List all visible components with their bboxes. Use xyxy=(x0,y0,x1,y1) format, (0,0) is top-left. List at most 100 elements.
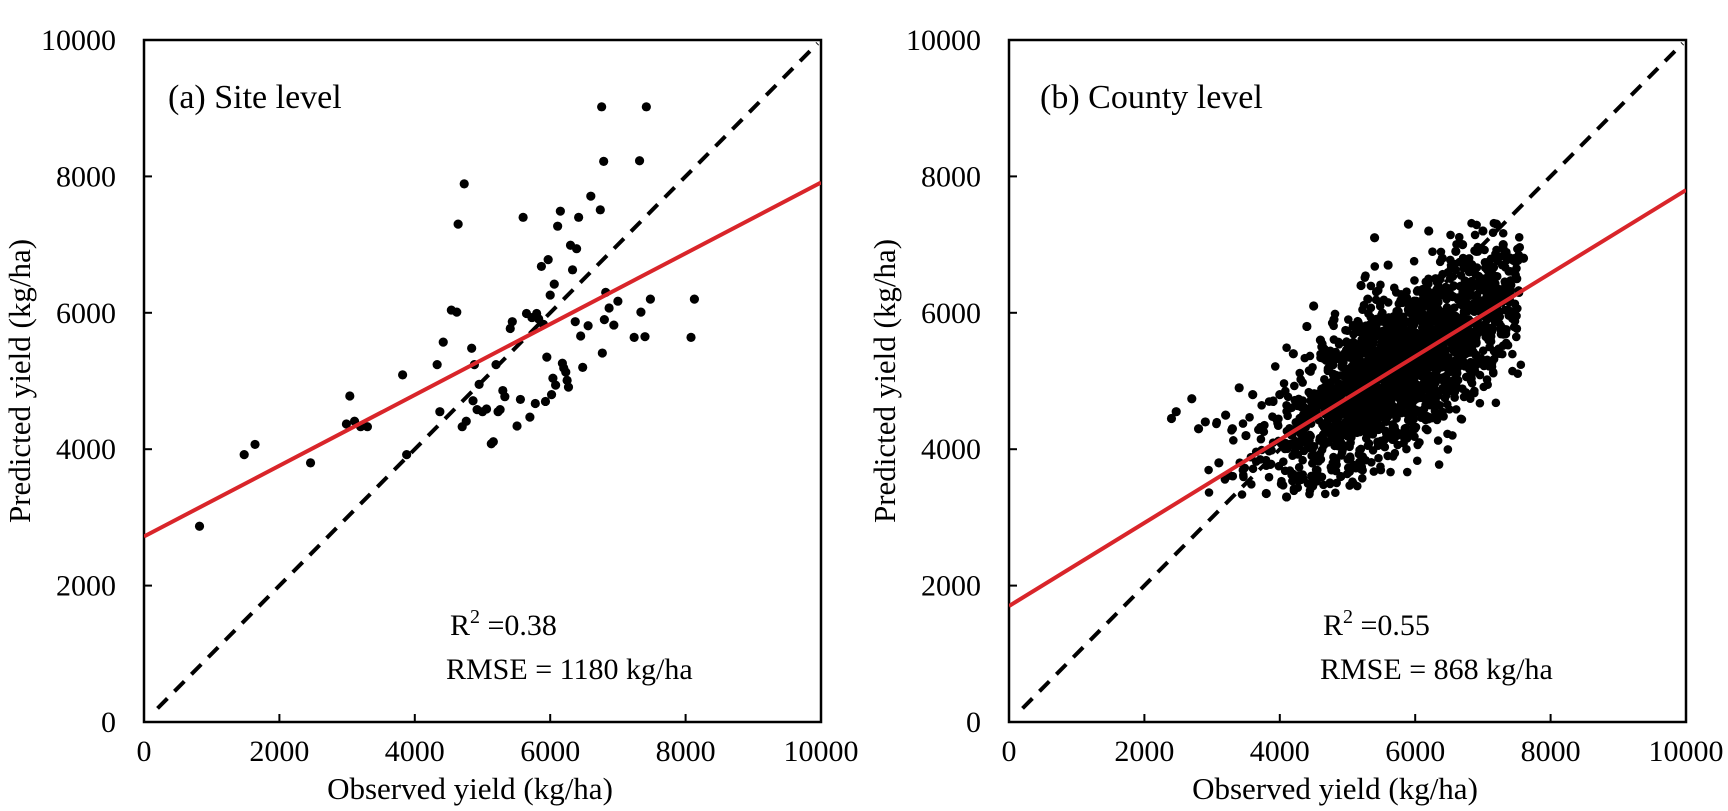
data-point xyxy=(1500,262,1510,272)
data-point xyxy=(1411,422,1421,432)
data-point xyxy=(1410,369,1420,378)
data-point xyxy=(1403,219,1414,229)
data-point xyxy=(1464,267,1474,277)
data-point xyxy=(597,102,607,112)
data-point xyxy=(1214,458,1224,468)
data-point xyxy=(586,191,596,201)
data-point xyxy=(1319,480,1328,490)
data-point xyxy=(1298,430,1307,439)
data-point xyxy=(1398,340,1407,349)
data-point xyxy=(1261,488,1271,499)
data-point xyxy=(1396,296,1405,306)
data-point xyxy=(1410,276,1419,285)
data-point xyxy=(1457,240,1468,250)
data-point xyxy=(1434,460,1444,469)
x-tick-label: 10000 xyxy=(1649,735,1724,768)
data-point xyxy=(1464,372,1474,382)
data-point xyxy=(1467,340,1477,350)
plot-area xyxy=(144,42,821,710)
data-point xyxy=(1376,280,1385,290)
data-point xyxy=(1204,488,1214,497)
data-point xyxy=(1374,453,1383,463)
data-point xyxy=(1512,264,1521,273)
data-point xyxy=(1370,262,1380,271)
data-point xyxy=(1332,478,1341,488)
plot-area xyxy=(1009,42,1686,710)
one-to-one-line xyxy=(1021,42,1685,710)
data-point xyxy=(1331,488,1340,498)
data-point xyxy=(1450,259,1460,269)
data-point xyxy=(1435,400,1445,410)
x-tick-label: 0 xyxy=(1002,735,1017,768)
data-point xyxy=(1450,303,1459,312)
data-point xyxy=(1336,471,1346,482)
data-point xyxy=(1171,407,1181,417)
data-point xyxy=(1326,350,1335,360)
data-point xyxy=(239,450,249,460)
data-point xyxy=(1433,436,1443,445)
data-point xyxy=(640,332,650,342)
data-point xyxy=(599,156,609,166)
data-point xyxy=(599,315,609,325)
r-squared-superscript: 2 xyxy=(470,606,480,628)
data-point xyxy=(1478,346,1488,355)
data-point xyxy=(1439,348,1448,358)
data-point xyxy=(1409,256,1419,266)
data-point xyxy=(1374,410,1383,420)
data-point xyxy=(1364,439,1374,448)
data-point xyxy=(1321,389,1330,399)
data-point xyxy=(1356,280,1366,291)
data-point xyxy=(435,407,445,417)
data-point xyxy=(1479,361,1489,371)
data-point xyxy=(1462,300,1471,309)
data-point xyxy=(1270,362,1280,371)
r-squared-value: =0.55 xyxy=(1353,609,1430,642)
data-point xyxy=(1492,245,1501,255)
data-point xyxy=(1361,403,1371,413)
data-point xyxy=(543,255,553,265)
data-point xyxy=(1489,347,1499,356)
data-point xyxy=(1428,247,1437,256)
data-point xyxy=(1260,420,1269,430)
data-point xyxy=(1475,398,1485,408)
data-point xyxy=(1431,370,1441,380)
data-point xyxy=(1516,360,1526,370)
y-tick-label: 0 xyxy=(966,706,981,739)
data-point xyxy=(1248,390,1258,400)
data-point xyxy=(1390,352,1400,362)
data-point xyxy=(1367,425,1377,434)
data-point xyxy=(1472,294,1481,304)
data-point xyxy=(1417,408,1427,418)
data-point xyxy=(634,156,645,166)
data-point xyxy=(1193,424,1204,434)
x-tick-label: 4000 xyxy=(1250,735,1310,768)
data-point xyxy=(1422,338,1432,348)
data-point xyxy=(1496,321,1506,331)
data-point xyxy=(1343,326,1352,336)
data-point xyxy=(1458,384,1467,393)
data-point xyxy=(250,439,260,450)
data-point xyxy=(1278,481,1288,490)
data-point xyxy=(1424,279,1433,289)
data-point xyxy=(507,317,517,327)
data-point xyxy=(1470,386,1479,396)
data-point xyxy=(530,398,540,409)
axis-ticks: 0 2000 4000 6000 8000 10000 0 2000 4000 6000 8000 1… xyxy=(906,24,1724,768)
data-point xyxy=(1457,350,1466,359)
data-point xyxy=(1204,465,1213,475)
data-point xyxy=(1479,382,1489,392)
data-point xyxy=(1345,442,1354,452)
data-point xyxy=(1421,424,1431,434)
data-point xyxy=(1414,360,1424,369)
data-point xyxy=(1402,287,1411,296)
data-point xyxy=(1328,458,1338,468)
y-tick-label: 6000 xyxy=(921,297,981,330)
data-point xyxy=(1401,423,1411,433)
data-point xyxy=(1325,424,1335,434)
data-point xyxy=(1433,297,1443,307)
data-point xyxy=(1254,425,1263,434)
data-point xyxy=(1282,400,1291,410)
data-point xyxy=(595,205,605,215)
data-point xyxy=(1514,232,1524,242)
data-point xyxy=(1457,333,1467,342)
